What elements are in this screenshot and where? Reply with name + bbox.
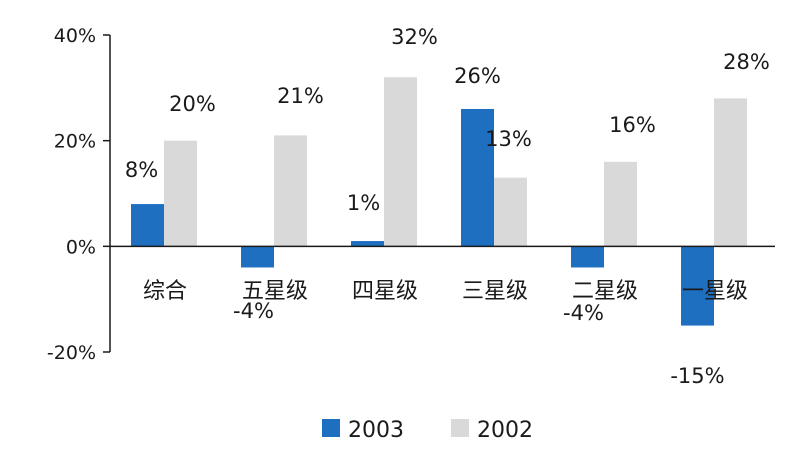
category-label: 四星级: [352, 279, 418, 304]
bar-2003-5: [681, 246, 714, 326]
data-label-2002-4: 16%: [609, 113, 656, 137]
data-label-2003-3: 26%: [454, 64, 501, 88]
data-label-2003-1: -4%: [233, 299, 274, 323]
bar-2003-3: [461, 108, 494, 247]
category-labels: 综合 五星级 四星级 三星级 二星级 一星级: [143, 279, 748, 304]
data-label-2003-5: -15%: [670, 364, 724, 388]
bar-2002-3: [494, 177, 527, 247]
axes: [109, 35, 775, 352]
legend: 2003 2002: [322, 418, 533, 443]
bar-2002-5: [714, 98, 747, 247]
data-label-2002-0: 20%: [169, 92, 216, 116]
y-tick-label: 40%: [54, 25, 96, 47]
data-label-2002-1: 21%: [277, 84, 324, 108]
bar-2003-2: [351, 241, 384, 247]
bar-2003-0: [131, 204, 164, 247]
category-label: 综合: [143, 279, 187, 304]
y-axis-ticks: -20% 0% 20% 40%: [47, 25, 110, 364]
data-label-2002-3: 13%: [485, 127, 532, 151]
data-label-2003-4: -4%: [563, 301, 604, 325]
bars: [131, 77, 747, 326]
bar-2003-1: [241, 246, 274, 268]
bar-2002-1: [274, 135, 307, 247]
data-label-2002-5: 28%: [723, 50, 770, 74]
bar-2002-4: [604, 161, 637, 247]
data-label-2003-2: 1%: [347, 191, 380, 215]
data-labels: 8% 20% -4% 21% 1% 32% 26% 13% -4% 16% -15% 28%: [125, 25, 770, 388]
data-label-2003-0: 8%: [125, 158, 158, 182]
y-tick-label: -20%: [47, 342, 96, 364]
bar-2002-2: [384, 77, 417, 247]
bar-2003-4: [571, 246, 604, 268]
category-label: 五星级: [242, 279, 308, 304]
category-label: 二星级: [572, 279, 638, 304]
category-label: 三星级: [462, 279, 528, 304]
category-label: 一星级: [682, 279, 748, 304]
y-tick-label: 20%: [54, 131, 96, 153]
data-label-2002-2: 32%: [391, 25, 438, 49]
legend-label-2002: 2002: [477, 418, 533, 443]
legend-label-2003: 2003: [348, 418, 404, 443]
legend-swatch-2003: [322, 419, 340, 437]
y-tick-label: 0%: [66, 236, 96, 258]
bar-2002-0: [164, 140, 197, 247]
legend-swatch-2002: [451, 419, 469, 437]
